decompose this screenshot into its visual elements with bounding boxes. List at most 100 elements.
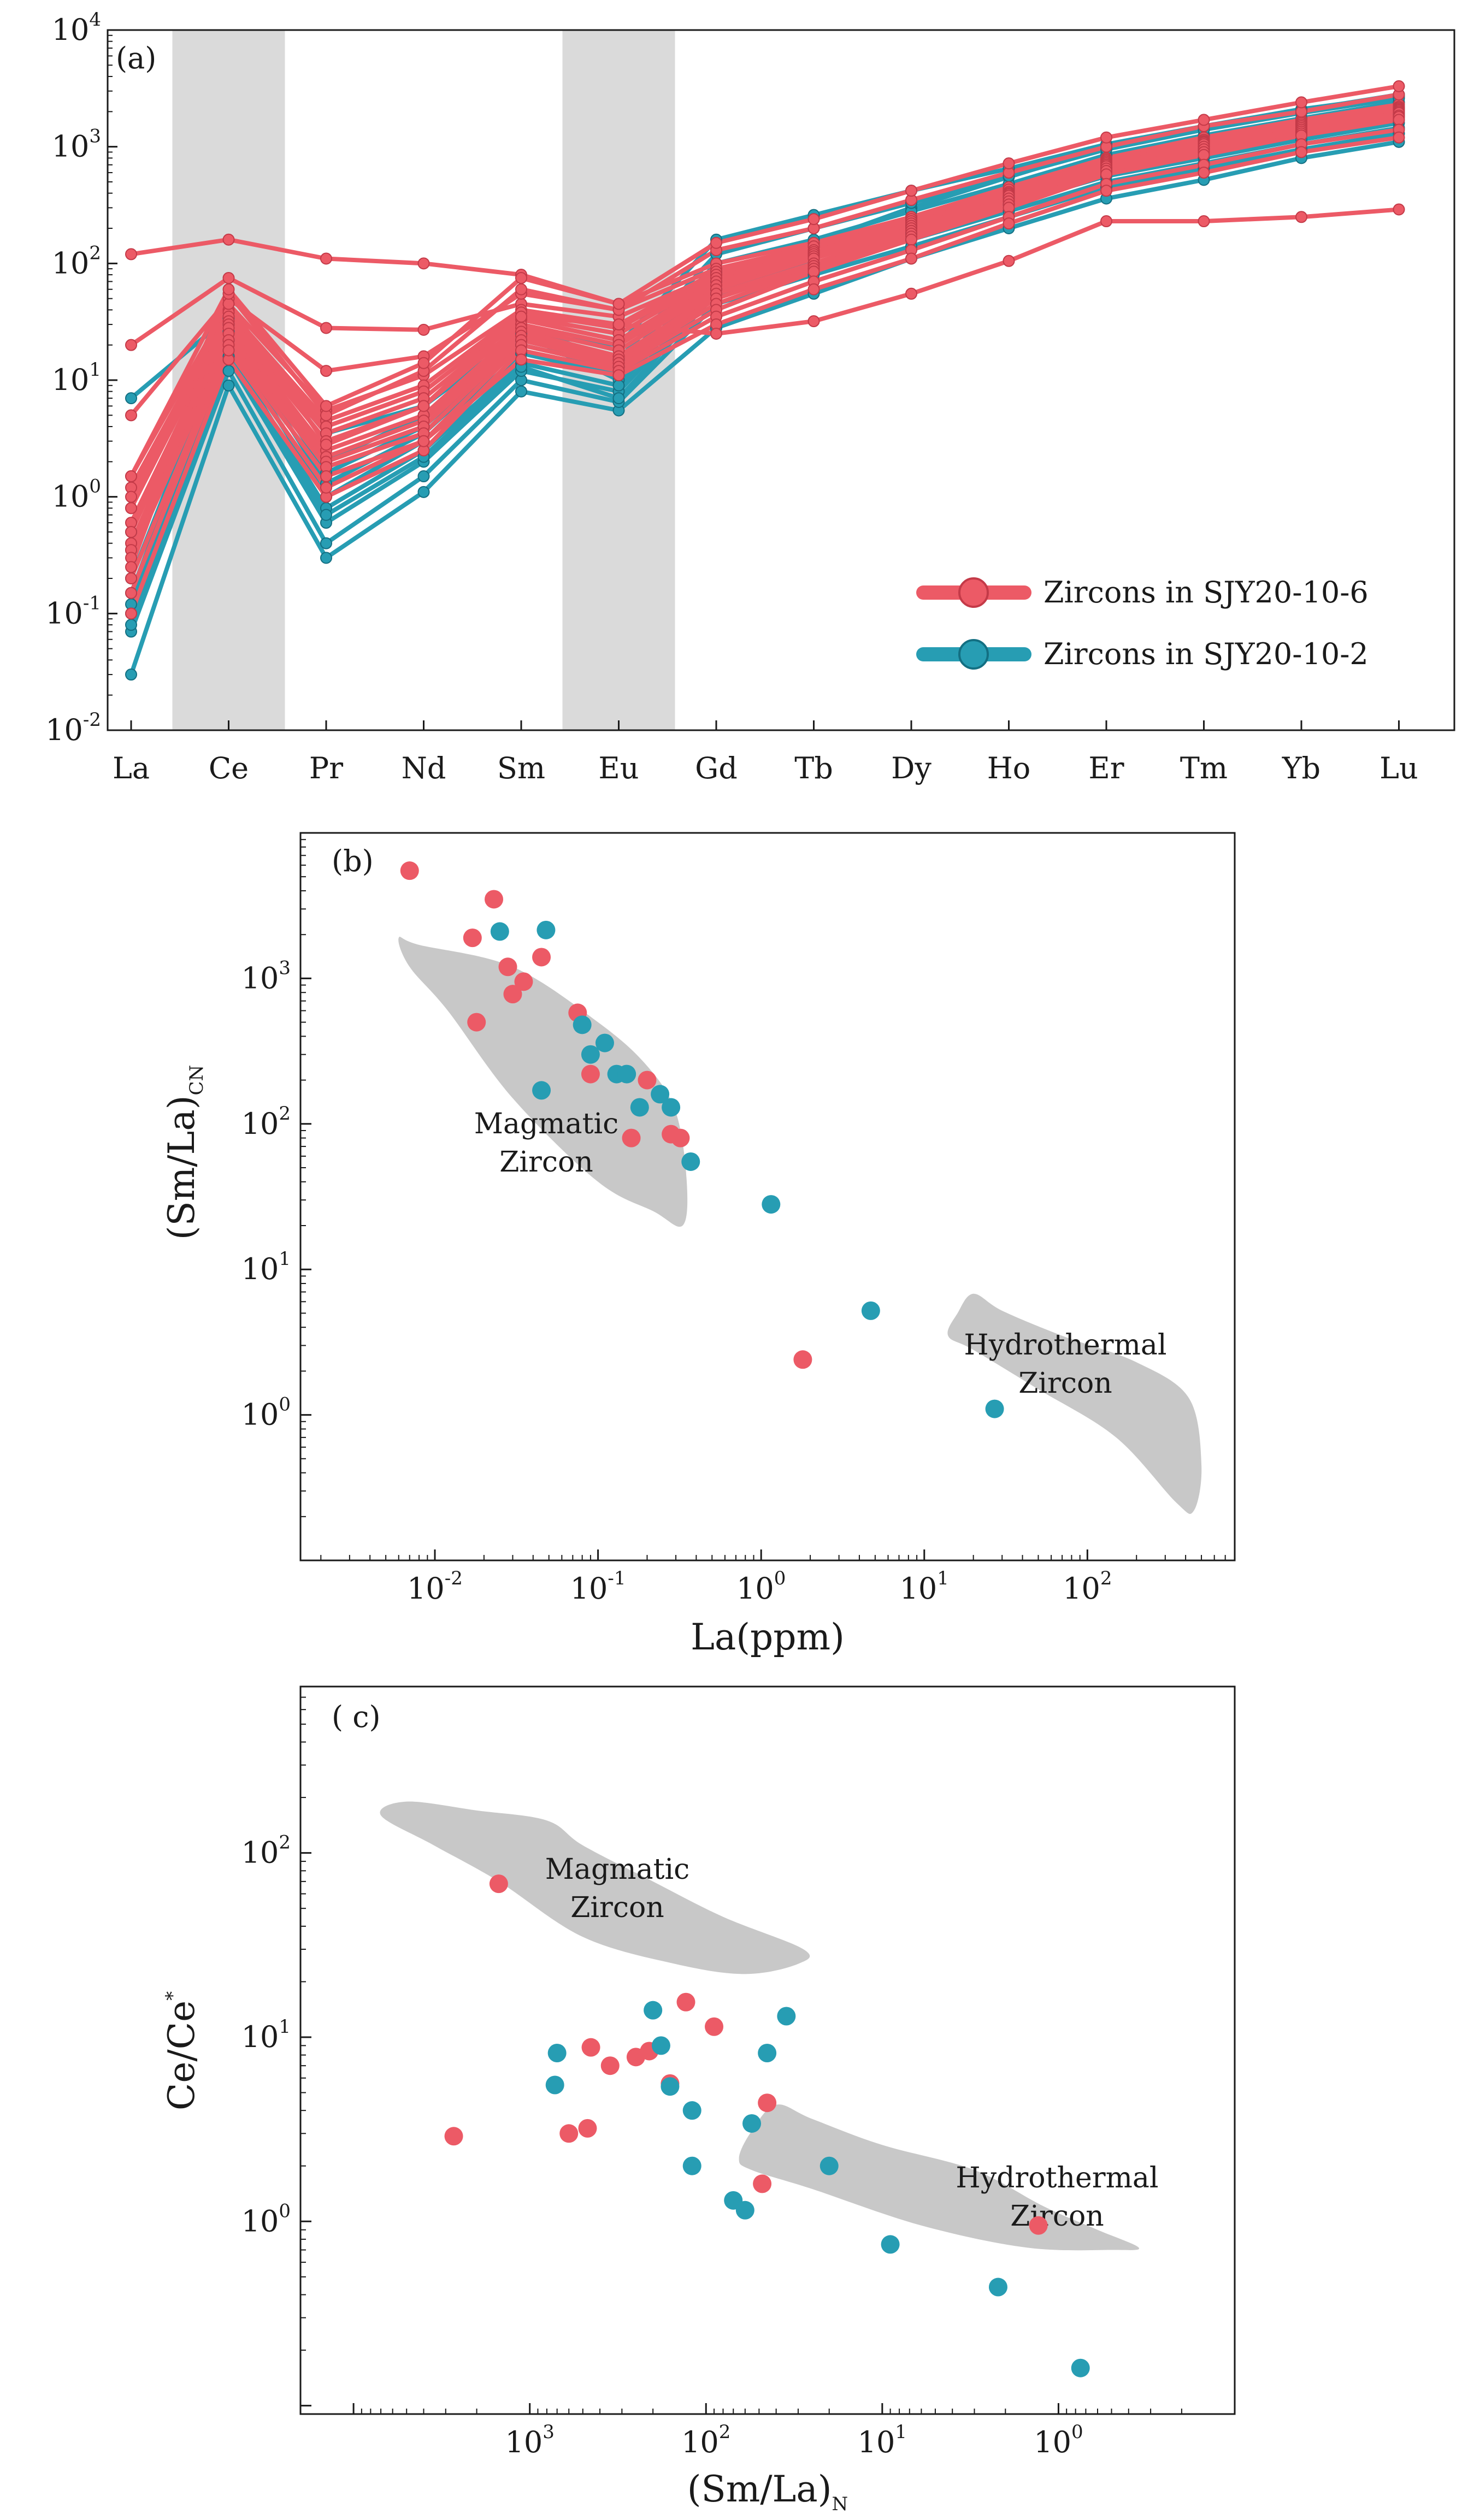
- a-point-red: [807, 283, 820, 295]
- c-point-teal: [682, 2101, 701, 2120]
- c-point-red: [489, 1874, 508, 1894]
- a-x-tick-label: Nd: [402, 751, 446, 785]
- a-x-tick-label: Dy: [891, 751, 931, 785]
- a-point-red: [1198, 215, 1210, 228]
- a-point-red: [417, 357, 430, 369]
- a-point-red: [320, 322, 332, 334]
- c-x-axis: 103 102 101 100: [300, 2403, 1236, 2459]
- a-point-red: [905, 185, 917, 197]
- a-y-tick-label: 104: [52, 9, 101, 47]
- b-field-label-magmatic: Zircon: [499, 1146, 593, 1179]
- b-point-red: [622, 1128, 641, 1147]
- a-point-red: [1198, 167, 1210, 179]
- a-y-tick-label: 10-1: [45, 592, 101, 630]
- a-point-red: [320, 365, 332, 377]
- a-point-red: [320, 470, 332, 483]
- a-point-teal: [125, 669, 137, 681]
- b-x-axis: 10-2 10-1 100 101 102: [320, 1549, 1235, 1606]
- a-point-red: [905, 233, 917, 246]
- a-x-tick-label: Tm: [1180, 751, 1228, 785]
- b-point-red: [485, 890, 504, 909]
- b-point-teal: [662, 1098, 681, 1117]
- c-field-magmatic: [380, 1801, 810, 1974]
- c-point-red: [444, 2127, 463, 2146]
- c-point-teal: [988, 2278, 1007, 2297]
- a-point-red: [125, 561, 137, 573]
- c-field-label-hydrothermal: Zircon: [1010, 2200, 1104, 2233]
- a-point-red: [515, 310, 527, 323]
- c-x-axis-title: (Sm/La)N: [687, 2468, 848, 2515]
- a-series-line-red: [129, 117, 1400, 579]
- c-x-tick-label: 100: [1034, 2421, 1083, 2459]
- a-x-tick-label: Pr: [309, 751, 343, 785]
- a-x-tick-label: Ho: [987, 751, 1031, 785]
- a-y-tick-label: 100: [52, 476, 101, 514]
- b-point-red: [400, 861, 419, 880]
- a-x-tick-label: Sm: [497, 751, 545, 785]
- c-x-tick-label: 101: [858, 2421, 907, 2459]
- c-y-tick-label: 101: [241, 2016, 291, 2054]
- a-point-red: [125, 572, 137, 585]
- legend-teal-label: Zircons in SJY20-10-2: [1043, 637, 1369, 671]
- b-field-label-hydrothermal: Zircon: [1018, 1367, 1112, 1400]
- panel-a-ree-pattern: 10-2 10-1 100 101 102 103 104 La Ce Pr Nd Sm Eu Gd Tb…: [45, 9, 1455, 785]
- c-plot-frame: [299, 1685, 1236, 2415]
- a-point-red: [417, 435, 430, 447]
- c-point-red: [705, 2017, 724, 2036]
- a-series-lines: [129, 84, 1400, 676]
- a-x-tick-label: Tb: [794, 751, 833, 785]
- b-point-teal: [630, 1098, 649, 1117]
- b-x-tick-label: 10-2: [407, 1567, 463, 1606]
- c-point-teal: [644, 2001, 663, 2020]
- c-point-red: [626, 2048, 645, 2067]
- a-point-red: [1100, 215, 1112, 228]
- b-panel-label: (b): [332, 844, 374, 878]
- a-point-teal: [125, 392, 137, 405]
- a-point-red: [1393, 114, 1405, 126]
- a-series-line-teal: [129, 139, 1400, 676]
- a-point-red: [222, 233, 235, 246]
- a-point-red: [1100, 131, 1112, 144]
- a-point-teal: [320, 552, 332, 564]
- a-y-tick-label: 103: [52, 126, 101, 164]
- a-point-red: [222, 272, 235, 285]
- a-point-red: [222, 283, 235, 295]
- a-point-red: [125, 339, 137, 351]
- c-fields: Magmatic Zircon Hydrothermal Zircon: [380, 1801, 1159, 2251]
- a-point-teal: [612, 392, 625, 405]
- a-point-red: [1295, 96, 1307, 109]
- b-point-teal: [537, 920, 556, 939]
- b-y-axis-title: (Sm/La)CN: [161, 1065, 208, 1240]
- c-point-red: [1029, 2216, 1048, 2235]
- b-y-tick-label: 102: [241, 1103, 291, 1141]
- c-field-hydrothermal: [739, 2104, 1140, 2251]
- b-point-red: [498, 957, 517, 977]
- c-x-tick-label: 102: [681, 2421, 730, 2459]
- a-point-red: [612, 369, 625, 382]
- a-series-line-red: [129, 109, 1400, 533]
- a-x-tick-label: Gd: [695, 751, 738, 785]
- a-point-red: [1003, 157, 1015, 170]
- c-point-teal: [777, 2007, 796, 2026]
- a-y-tick-label: 102: [52, 242, 101, 280]
- legend-red-marker: [958, 577, 989, 608]
- a-point-red: [1100, 185, 1112, 197]
- c-points: [444, 1874, 1090, 2377]
- b-point-teal: [532, 1081, 551, 1100]
- a-point-teal: [320, 508, 332, 521]
- a-point-red: [1393, 80, 1405, 92]
- a-point-red: [905, 287, 917, 300]
- c-field-label-magmatic: Zircon: [570, 1891, 664, 1924]
- b-point-red: [793, 1350, 812, 1369]
- a-point-red: [417, 323, 430, 336]
- a-y-tick-label: 101: [52, 359, 101, 397]
- a-y-axis: 10-2 10-1 100 101 102 103 104: [45, 9, 117, 747]
- a-point-red: [1295, 146, 1307, 158]
- a-point-red: [612, 298, 625, 310]
- b-point-red: [671, 1128, 690, 1147]
- a-point-teal: [515, 385, 527, 398]
- b-point-teal: [861, 1301, 880, 1320]
- a-point-red: [515, 272, 527, 285]
- c-point-teal: [758, 2044, 777, 2063]
